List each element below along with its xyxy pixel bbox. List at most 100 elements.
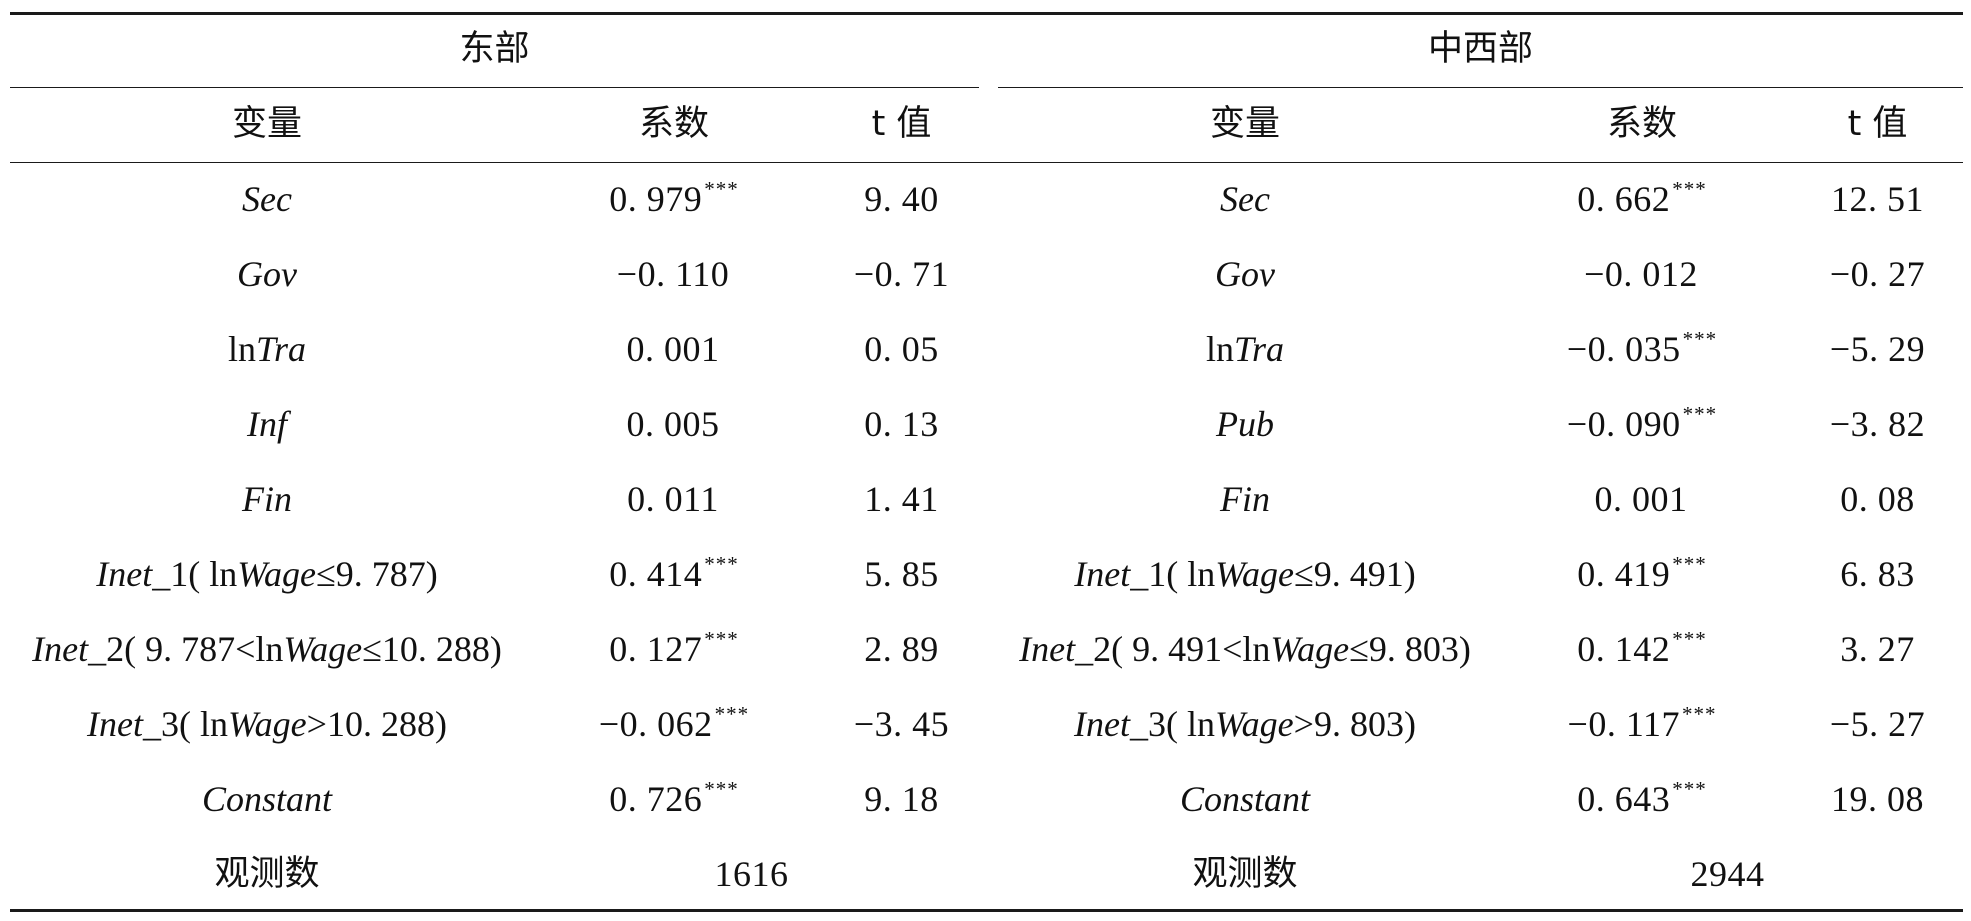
east-coef-value: 0. 726 <box>609 779 703 819</box>
bottom-rule <box>10 909 1963 912</box>
east-coef-value: 0. 011 <box>627 479 719 519</box>
midwest-variable-cell: Sec <box>1220 179 1270 219</box>
east-significance-stars: *** <box>704 177 739 201</box>
midwest-coef-cell: −0. 035*** <box>1492 312 1792 387</box>
midwest-variable-cell: Inet_3( lnWage>9. 803) <box>1074 704 1416 744</box>
table-row: Inet_2( 9. 787<lnWage≤10. 288) 0. 127*** 2… <box>10 612 1963 687</box>
midwest-coef-value: 0. 662 <box>1577 179 1671 219</box>
east-t-cell: −0. 71 <box>853 254 950 294</box>
east-t-cell: 0. 13 <box>864 404 939 444</box>
group-header-row: 东部 中西部 <box>10 12 1963 87</box>
midwest-coef-cell: 0. 142*** <box>1492 612 1792 687</box>
observations-row: 观测数 1616 观测数 2944 <box>10 837 1963 912</box>
midwest-variable-cell: Inet_2( 9. 491<lnWage≤9. 803) <box>1019 629 1471 669</box>
midwest-t-cell: 0. 08 <box>1840 479 1915 519</box>
east-t-cell: 9. 18 <box>864 779 939 819</box>
midwest-variable-cell: lnTra <box>1205 329 1285 369</box>
midwest-t-header: t 值 <box>1847 104 1908 144</box>
midwest-coef-value: 0. 001 <box>1594 479 1688 519</box>
table-row: Gov −0. 110 −0. 71 Gov −0. 012 −0. 27 <box>10 237 1963 312</box>
east-coef-value: −0. 062 <box>598 704 713 744</box>
table-row: Sec 0. 979*** 9. 40 Sec 0. 662*** 12. 51 <box>10 162 1963 237</box>
midwest-coef-value: −0. 117 <box>1567 704 1680 744</box>
east-coef-cell: 0. 726*** <box>524 762 824 837</box>
midwest-variable-cell: Gov <box>1215 254 1275 294</box>
midwest-significance-stars: *** <box>1672 552 1707 576</box>
east-significance-stars: *** <box>704 552 739 576</box>
east-variable-cell: Gov <box>237 254 297 294</box>
midwest-significance-stars: *** <box>1672 777 1707 801</box>
midwest-t-cell: 12. 51 <box>1831 179 1924 219</box>
midwest-significance-stars: *** <box>1672 177 1707 201</box>
column-header-row: 变量 系数 t 值 变量 系数 t 值 <box>10 87 1963 162</box>
east-t-cell: 5. 85 <box>864 554 939 594</box>
east-coef-header: 系数 <box>638 104 709 144</box>
east-coef-cell: 0. 011 <box>524 462 824 537</box>
midwest-coef-header: 系数 <box>1606 104 1677 144</box>
midwest-coef-value: 0. 142 <box>1577 629 1671 669</box>
midwest-t-cell: 19. 08 <box>1831 779 1924 819</box>
midwest-variable-cell: Inet_1( lnWage≤9. 491) <box>1074 554 1416 594</box>
east-coef-cell: 0. 005 <box>524 387 824 462</box>
east-significance-stars: *** <box>714 702 750 726</box>
east-coef-value: 0. 005 <box>626 404 720 444</box>
midwest-variable-header: 变量 <box>1209 104 1280 144</box>
east-t-cell: 2. 89 <box>864 629 939 669</box>
midwest-coef-cell: −0. 012 <box>1492 237 1792 312</box>
midwest-coef-value: −0. 035 <box>1566 329 1681 369</box>
midwest-coef-value: 0. 419 <box>1577 554 1671 594</box>
midwest-coef-value: 0. 643 <box>1577 779 1671 819</box>
east-variable-cell: Constant <box>201 779 333 819</box>
east-variable-cell: Inet_1( lnWage≤9. 787) <box>96 554 438 594</box>
table-row: Fin 0. 011 1. 41 Fin 0. 001 0. 08 <box>10 462 1963 537</box>
east-coef-cell: −0. 062*** <box>524 687 824 762</box>
east-variable-cell: Sec <box>242 179 292 219</box>
midwest-observations-value: 2944 <box>1690 854 1765 894</box>
east-significance-stars: *** <box>704 777 739 801</box>
midwest-t-cell: −5. 27 <box>1829 704 1926 744</box>
midwest-significance-stars: *** <box>1681 702 1717 726</box>
east-variable-cell: Fin <box>242 479 292 519</box>
east-variable-header: 变量 <box>231 104 302 144</box>
east-observations-label: 观测数 <box>214 854 320 894</box>
east-significance-stars: *** <box>704 627 739 651</box>
east-coef-value: 0. 414 <box>609 554 703 594</box>
east-variable-cell: lnTra <box>227 329 307 369</box>
east-coef-value: 0. 001 <box>626 329 720 369</box>
east-variable-cell: Inf <box>247 404 287 444</box>
top-rule <box>10 12 1963 15</box>
midwest-variable-cell: Constant <box>1179 779 1311 819</box>
header-rule <box>10 162 1963 163</box>
east-coef-value: −0. 110 <box>616 254 730 294</box>
midwest-coef-cell: 0. 662*** <box>1492 162 1792 237</box>
east-coef-cell: 0. 979*** <box>524 162 824 237</box>
midwest-coef-cell: −0. 090*** <box>1492 387 1792 462</box>
midwest-t-cell: 6. 83 <box>1840 554 1915 594</box>
table-row: lnTra 0. 001 0. 05 lnTra −0. 035*** −5. 29 <box>10 312 1963 387</box>
table-row: Constant 0. 726*** 9. 18 Constant 0. 643*** 1… <box>10 762 1963 837</box>
east-observations-value: 1616 <box>714 854 789 894</box>
east-coef-cell: 0. 001 <box>524 312 824 387</box>
midwest-variable-cell: Fin <box>1220 479 1270 519</box>
midwest-coef-value: −0. 012 <box>1584 254 1698 294</box>
east-group-label: 东部 <box>459 29 530 69</box>
east-t-cell: 1. 41 <box>864 479 939 519</box>
east-group-rule <box>10 87 979 88</box>
table-row: Inet_3( lnWage>10. 288) −0. 062*** −3. 45 I… <box>10 687 1963 762</box>
midwest-group-label: 中西部 <box>1427 29 1533 69</box>
midwest-t-cell: 3. 27 <box>1840 629 1915 669</box>
midwest-coef-value: −0. 090 <box>1566 404 1681 444</box>
midwest-t-cell: −0. 27 <box>1829 254 1926 294</box>
east-t-header: t 值 <box>871 104 932 144</box>
east-coef-cell: 0. 414*** <box>524 537 824 612</box>
midwest-significance-stars: *** <box>1682 402 1718 426</box>
midwest-coef-cell: −0. 117*** <box>1492 687 1792 762</box>
midwest-observations-label: 观测数 <box>1192 854 1298 894</box>
midwest-t-cell: −3. 82 <box>1829 404 1926 444</box>
midwest-group-rule <box>998 87 1963 88</box>
midwest-coef-cell: 0. 643*** <box>1492 762 1792 837</box>
table-row: Inf 0. 005 0. 13 Pub −0. 090*** −3. 82 <box>10 387 1963 462</box>
midwest-variable-cell: Pub <box>1216 404 1274 444</box>
midwest-t-cell: −5. 29 <box>1829 329 1926 369</box>
east-t-cell: −3. 45 <box>853 704 950 744</box>
